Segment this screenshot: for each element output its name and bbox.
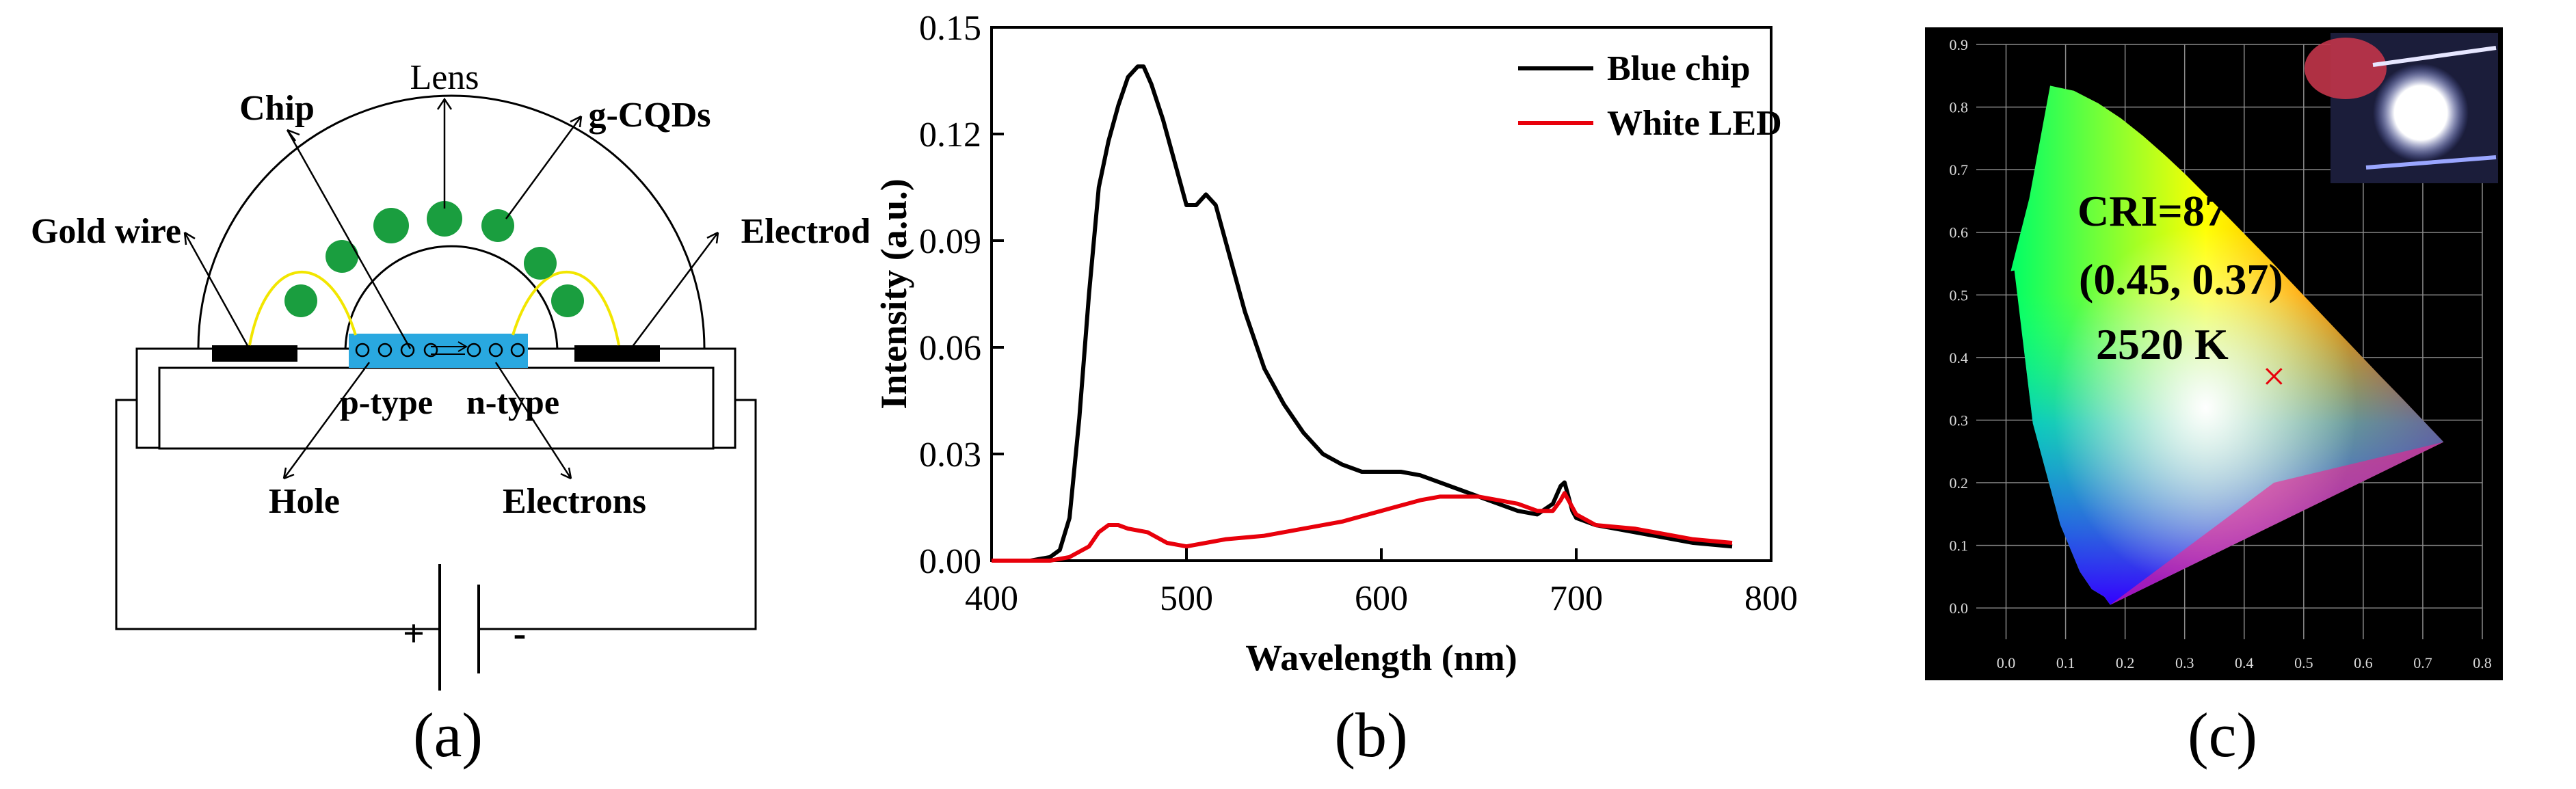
y-tick-label: 0.06: [919, 329, 981, 368]
label-hole: Hole: [269, 482, 340, 521]
label-chip: Chip: [239, 89, 315, 128]
y-tick-label: 0.15: [919, 9, 981, 48]
cri-label: CRI=87: [2077, 187, 2227, 235]
label-n-type: n-type: [466, 383, 559, 421]
cie-diagram: 0.0 0.1 0.2 0.3 0.4 0.5 0.6 0.7 0.8 0.0 0.1 0.2 0.3 0…: [1925, 27, 2503, 680]
y-tick-label: 0.5: [1950, 286, 1969, 304]
caption-b: (b): [1334, 700, 1408, 770]
label-lens: Lens: [410, 58, 479, 97]
label-plus: +: [403, 613, 425, 655]
carrier-arrows: [431, 341, 468, 355]
x-tick-label: 0.5: [2294, 654, 2313, 671]
x-tick-label: 0.8: [2473, 654, 2492, 671]
x-tick-label: 700: [1550, 579, 1603, 618]
led-diagram: Lens Chip g-CQDs Gold wire Electrode p-t…: [31, 58, 868, 691]
label-p-type: p-type: [340, 383, 433, 421]
spectral-locus: [2010, 85, 2444, 605]
y-tick-label: 0.12: [919, 116, 981, 155]
color-point-marker: ×: [2262, 353, 2285, 399]
lens-dome: [197, 94, 706, 349]
circuit-wire: [115, 399, 757, 630]
cct-label: 2520 K: [2096, 320, 2229, 369]
x-tick-label: 0.3: [2175, 654, 2194, 671]
label-electrons: Electrons: [503, 482, 646, 521]
y-tick-label: 0.8: [1950, 99, 1969, 116]
y-tick-label: 0.3: [1950, 412, 1969, 429]
series-line-white-led: [992, 491, 1733, 563]
x-tick-label: 0.0: [1997, 654, 2016, 671]
x-tick-label: 400: [965, 579, 1018, 618]
y-tick-label: 0.09: [919, 222, 981, 261]
substrate: [158, 366, 715, 450]
y-tick-label: 0.1: [1950, 537, 1969, 554]
legend-blue-chip: Blue chip: [1607, 49, 1751, 88]
x-axis-label: Wavelength (nm): [1245, 637, 1517, 678]
chromaticity-coords: (0.45, 0.37): [2079, 255, 2283, 304]
y-tick-label: 0.9: [1950, 36, 1969, 53]
label-gold-wire: Gold wire: [31, 212, 181, 251]
inner-dome: [344, 245, 559, 353]
x-tick-label: 0.1: [2056, 654, 2075, 671]
x-tick-label: 800: [1744, 579, 1798, 618]
x-tick-label: 0.4: [2235, 654, 2254, 671]
right-electrode: [574, 345, 660, 362]
panel-c-cie: 0.0 0.1 0.2 0.3 0.4 0.5 0.6 0.7 0.8 0.0 0.1 0.2 0.3 0…: [1894, 0, 2576, 789]
y-tick-label: 0.7: [1950, 161, 1969, 178]
x-tick-label: 0.6: [2354, 654, 2373, 671]
caption-c: (c): [2187, 700, 2258, 770]
y-tick-label: 0.03: [919, 436, 981, 474]
y-tick-label: 0.6: [1950, 224, 1969, 241]
x-tick-label: 0.2: [2116, 654, 2135, 671]
series-lines: [992, 64, 1733, 563]
legend: Blue chip White LED: [1518, 49, 1782, 143]
y-axis-label: Intensity (a.u.): [873, 178, 914, 410]
panel-b-spectra: 400 500 600 700 800 0.00 0.03 0.06 0.09 0.12 0.15 …: [868, 0, 1894, 789]
g-cqd-dots: [284, 201, 584, 317]
x-tick-label: 0.7: [2413, 654, 2432, 671]
gold-wire-left: [248, 271, 357, 346]
legend-white-led: White LED: [1607, 104, 1782, 143]
gold-wire-right: [512, 271, 620, 346]
axis-ticks: 400 500 600 700 800 0.00 0.03 0.06 0.09 0.12 0.15: [919, 9, 1798, 618]
x-tick-label: 600: [1355, 579, 1408, 618]
y-tick-label: 0.00: [919, 542, 981, 581]
y-tick-label: 0.2: [1950, 474, 1969, 492]
label-electrode: Electrode: [741, 212, 868, 251]
panel-a-led-structure: Lens Chip g-CQDs Gold wire Electrode p-t…: [0, 0, 868, 789]
caption-a: (a): [412, 700, 483, 770]
locus-purple-tint: [2110, 442, 2444, 605]
led-photo-inset: [2305, 33, 2498, 183]
left-electrode: [212, 345, 297, 362]
spectra-chart: 400 500 600 700 8000.000.030.060.090.120.15 …: [873, 9, 1798, 678]
x-tick-label: 500: [1160, 579, 1213, 618]
y-tick-label: 0.0: [1950, 600, 1969, 617]
y-tick-label: 0.4: [1950, 349, 1969, 366]
annotation-arrows: [183, 97, 719, 480]
label-gcqds: g-CQDs: [588, 96, 711, 135]
label-minus: -: [514, 613, 527, 655]
